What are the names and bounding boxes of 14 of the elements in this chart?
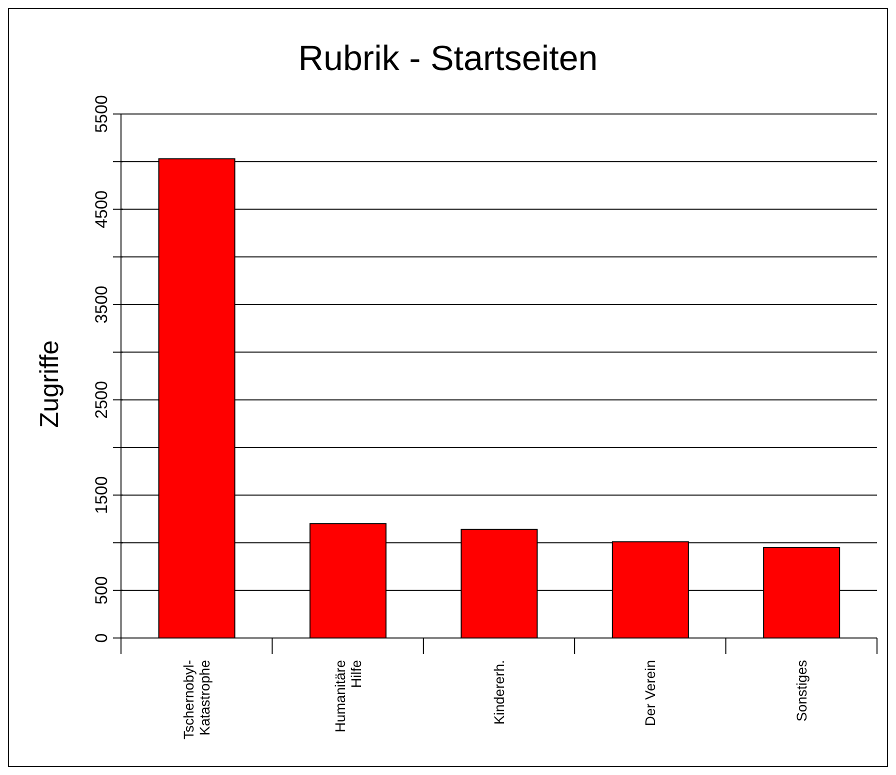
y-tick-label: 1500 [92, 476, 111, 514]
x-tick-label: Der Verein [642, 660, 658, 726]
x-tick-label: Sonstiges [793, 660, 810, 722]
y-axis-title: Zugriffe [33, 339, 65, 430]
y-tick-label: 5500 [92, 95, 111, 133]
x-tick-label: Kindererh. [491, 660, 507, 725]
y-tick-label: 500 [92, 576, 111, 605]
y-tick-label: 2500 [92, 380, 111, 419]
x-tick-label: Humanitäre Hilfe [332, 660, 364, 732]
y-tick-label: 4500 [92, 190, 111, 228]
y-tick-label: 3500 [92, 286, 111, 324]
x-tick-label: Tschernobyl- Katastrophe [180, 660, 213, 740]
chart-title: Rubrik - Startseiten [297, 39, 599, 79]
y-tick-label: 0 [92, 633, 111, 643]
